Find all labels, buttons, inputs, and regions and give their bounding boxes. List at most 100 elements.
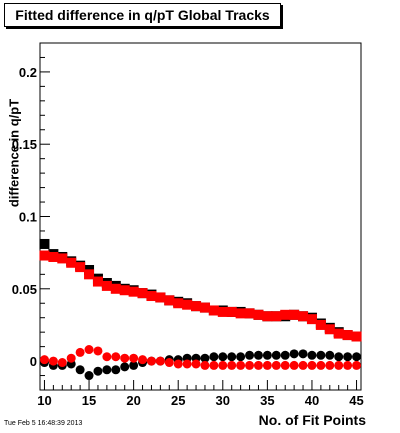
data-point-square <box>306 314 317 325</box>
data-point-square <box>66 257 77 268</box>
data-point-square <box>84 269 95 280</box>
data-point-circle <box>236 352 246 362</box>
data-point-square <box>244 308 255 319</box>
data-point-circle <box>271 360 281 370</box>
data-point-circle <box>298 360 308 370</box>
footer-timestamp: Tue Feb 5 16:48:39 2013 <box>4 420 83 427</box>
x-tick-label: 15 <box>82 393 96 408</box>
data-point-circle <box>129 360 139 370</box>
data-point-circle <box>343 352 353 362</box>
data-point-circle <box>307 360 317 370</box>
data-point-square <box>39 238 50 249</box>
x-tick-label: 35 <box>260 393 274 408</box>
data-point-circle <box>262 360 272 370</box>
data-point-square <box>155 292 166 303</box>
data-point-circle <box>93 346 103 356</box>
data-point-square <box>208 305 219 316</box>
data-point-circle <box>48 356 58 366</box>
data-point-circle <box>209 360 219 370</box>
data-point-circle <box>191 359 201 369</box>
x-tick-label: 20 <box>126 393 140 408</box>
data-point-circle <box>280 360 290 370</box>
data-point-circle <box>200 353 210 363</box>
x-axis-label: No. of Fit Points <box>258 412 366 428</box>
data-point-circle <box>93 366 103 376</box>
data-point-circle <box>352 352 362 362</box>
series-3 <box>39 345 362 370</box>
y-tick-label: 0.1 <box>19 210 37 225</box>
data-point-circle <box>271 350 281 360</box>
data-point-square <box>128 286 139 297</box>
data-point-circle <box>218 360 228 370</box>
chart-title: Fitted difference in q/pT Global Tracks <box>4 3 281 27</box>
data-point-circle <box>298 349 308 359</box>
data-point-circle <box>325 350 335 360</box>
data-point-circle <box>245 360 255 370</box>
data-point-circle <box>138 355 148 365</box>
data-point-circle <box>253 360 263 370</box>
data-point-circle <box>227 360 237 370</box>
series-1 <box>39 250 362 342</box>
y-tick-label: 0.05 <box>12 282 37 297</box>
x-tick-label: 40 <box>305 393 319 408</box>
data-point-circle <box>39 355 49 365</box>
data-point-circle <box>129 353 139 363</box>
data-point-circle <box>66 353 76 363</box>
data-point-square <box>92 276 103 287</box>
data-point-square <box>75 262 86 273</box>
data-point-circle <box>200 360 210 370</box>
data-point-square <box>173 298 184 309</box>
data-point-square <box>164 295 175 306</box>
data-point-square <box>48 251 59 262</box>
y-axis-label: difference in q/pT <box>6 98 22 208</box>
data-point-circle <box>57 358 67 368</box>
data-point-square <box>146 291 157 302</box>
data-point-square <box>324 324 335 335</box>
data-point-square <box>280 309 291 320</box>
data-point-circle <box>182 359 192 369</box>
x-tick-label: 45 <box>349 393 363 408</box>
data-point-circle <box>227 352 237 362</box>
data-point-circle <box>352 360 362 370</box>
series-0 <box>39 238 362 342</box>
y-tick-label: 0.2 <box>19 65 37 80</box>
data-point-square <box>351 331 362 342</box>
data-point-square <box>110 283 121 294</box>
data-point-circle <box>84 345 94 355</box>
data-point-square <box>333 328 344 339</box>
data-point-circle <box>111 352 121 362</box>
data-point-circle <box>343 360 353 370</box>
plot-frame <box>39 42 362 391</box>
data-point-circle <box>164 358 174 368</box>
data-point-circle <box>280 350 290 360</box>
data-point-square <box>182 299 193 310</box>
data-point-square <box>226 306 237 317</box>
data-point-circle <box>307 350 317 360</box>
data-points <box>39 238 362 381</box>
data-point-circle <box>262 350 272 360</box>
data-point-circle <box>75 365 85 375</box>
data-point-circle <box>253 350 263 360</box>
x-tick-label: 25 <box>171 393 185 408</box>
data-point-circle <box>102 352 112 362</box>
data-point-circle <box>334 352 344 362</box>
data-point-circle <box>155 356 165 366</box>
data-point-circle <box>218 352 228 362</box>
data-point-square <box>315 319 326 330</box>
data-point-square <box>199 302 210 313</box>
axis-ticks: 10 15 20 25 30 35 40 45 0 0.05 0.1 0.15 0.2 <box>12 42 364 408</box>
data-point-circle <box>120 353 130 363</box>
y-tick-label: 0 <box>30 354 37 369</box>
x-tick-label: 30 <box>216 393 230 408</box>
data-point-square <box>119 285 130 296</box>
data-point-circle <box>316 360 326 370</box>
data-point-circle <box>245 350 255 360</box>
data-point-circle <box>289 360 299 370</box>
data-point-circle <box>75 347 85 357</box>
data-point-circle <box>325 360 335 370</box>
data-point-square <box>235 308 246 319</box>
data-point-square <box>101 280 112 291</box>
data-point-square <box>342 330 353 341</box>
data-point-square <box>271 311 282 322</box>
